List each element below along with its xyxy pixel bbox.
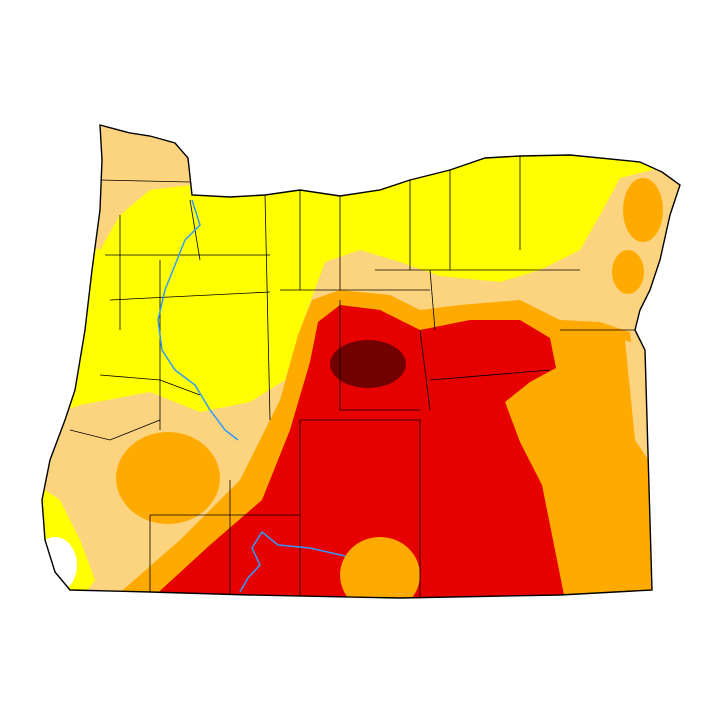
d2-area-northeast (623, 178, 663, 242)
no-drought-area (42, 537, 77, 593)
county-borders (69, 156, 645, 598)
willamette-river (157, 199, 239, 441)
state-outline (41, 124, 681, 599)
klamath-river (239, 530, 346, 593)
rivers (157, 199, 346, 593)
d2-area-northeast-2 (612, 250, 644, 294)
d4-area (330, 340, 406, 388)
d3-area (150, 305, 565, 598)
d1-area-northwest (88, 125, 200, 250)
d2-area-south (340, 537, 420, 598)
d2-area-southwest (116, 432, 220, 524)
